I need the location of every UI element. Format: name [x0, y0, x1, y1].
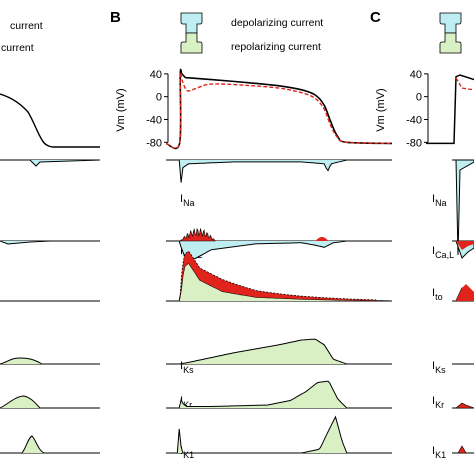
trace-label-sub-ikr: Kr [183, 400, 192, 410]
legend-repolarizing-label: repolarizing current [231, 41, 321, 53]
difference-fill-ito [180, 251, 377, 301]
panel-c-ito-diff [456, 284, 474, 301]
legend-repolarizing-swatch [180, 32, 203, 54]
panel-a-legend-fragment-1: current [10, 20, 43, 32]
panel-c-trace-label-sub: to [435, 292, 443, 302]
panel-c-trace-label-sub: Ks [435, 365, 446, 375]
panel-c-ik1 [457, 445, 467, 454]
panel-c-trace-label: IKs [432, 360, 446, 375]
vm-tick-label-b: -40 [146, 114, 162, 126]
legend-b: depolarizing current repolarizing curren… [180, 12, 323, 54]
trace-line-ikr [166, 380, 392, 409]
difference-fill-ical-late [315, 237, 329, 241]
trace-label-sub-iks: Ks [183, 365, 194, 375]
trace-label-ina: INa [180, 193, 195, 208]
panel-c-partial: INa ICa,L Ito IKs IKr IK1 [426, 74, 474, 460]
panel-c-trace-label: IKr [432, 395, 444, 410]
vm-tick-label-b: 40 [150, 69, 162, 81]
trace-fill-ikr [166, 381, 392, 408]
trace-line-ical [166, 240, 392, 261]
legend-depolarizing-swatch [180, 12, 203, 34]
vm-axis-title-b: Vm (mV) [115, 88, 127, 131]
trace-fill-ical [166, 241, 392, 261]
panel-c-trace-label-sub: Ca,L [435, 250, 454, 260]
panel-a-ina [0, 159, 101, 167]
panel-a-partial [0, 93, 101, 454]
vm-axis-c: 40 0 -40 -80 [406, 69, 429, 149]
legend-depolarizing-label: depolarizing current [231, 17, 323, 29]
panel-a-ical [0, 240, 100, 245]
legend-c-repolarizing-swatch [439, 32, 462, 54]
panel-c-ikr [455, 402, 474, 409]
vm-axis-b: 40 0 -40 -80 [146, 69, 169, 149]
trace-fill-ina [166, 160, 392, 183]
panel-c-trace-label: Ito [432, 287, 443, 302]
panel-c-trace-label-sub: Kr [435, 400, 444, 410]
panel-a-vm-trace [0, 93, 100, 148]
vm-tick-label-c: 0 [416, 92, 422, 104]
legend-c [439, 12, 462, 54]
vm-tick-label-b: 0 [156, 92, 162, 104]
panel-c-trace-label-sub: K1 [435, 450, 446, 460]
panel-a-ikr [0, 395, 100, 409]
vm-tick-label-c: -80 [406, 137, 422, 149]
panel-letter-b: B [110, 9, 121, 26]
panel-c-ical-diff [456, 241, 474, 250]
trace-line-ina [166, 159, 392, 183]
panel-c-ina [452, 159, 474, 256]
vm-traces-b [165, 68, 393, 150]
panel-a-legend-fragment-2: current [1, 42, 34, 54]
panel-a-ik1 [21, 435, 100, 454]
vm-tick-label-b: -80 [146, 137, 162, 149]
trace-line-iks [166, 338, 392, 365]
ito-modified-line [179, 250, 377, 301]
panel-c-vm-modified [455, 77, 474, 91]
difference-fill-ical [179, 227, 216, 242]
panel-letter-c: C [370, 9, 381, 26]
panel-a-iks [0, 357, 100, 365]
trace-label-sub-ik1: K1 [183, 450, 194, 460]
trace-fill-iks [166, 339, 392, 364]
vm-tick-label-c: 40 [410, 69, 422, 81]
panel-c-trace-label: IK1 [432, 445, 446, 460]
trace-label-sub-ina: Na [183, 198, 195, 208]
panel-c-trace-label-sub: Na [435, 198, 447, 208]
vm-axis-title-c: Vm (mV) [375, 88, 387, 131]
panel-c-vm-trace [426, 74, 474, 145]
panel-c-trace-label: ICa,L [432, 245, 454, 260]
vm-trace-control [165, 68, 393, 150]
vm-trace-modified [165, 71, 393, 150]
trace-line-ik1 [166, 415, 392, 454]
panel-c-trace-label: INa [432, 193, 447, 208]
trace-fill-ik1 [166, 416, 392, 453]
vm-tick-label-c: -40 [406, 114, 422, 126]
legend-c-depolarizing-swatch [439, 12, 462, 34]
